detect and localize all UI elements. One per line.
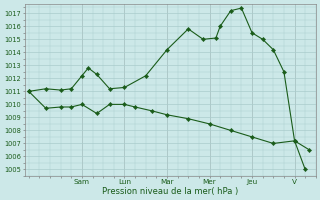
X-axis label: Pression niveau de la mer( hPa ): Pression niveau de la mer( hPa ) bbox=[102, 187, 238, 196]
